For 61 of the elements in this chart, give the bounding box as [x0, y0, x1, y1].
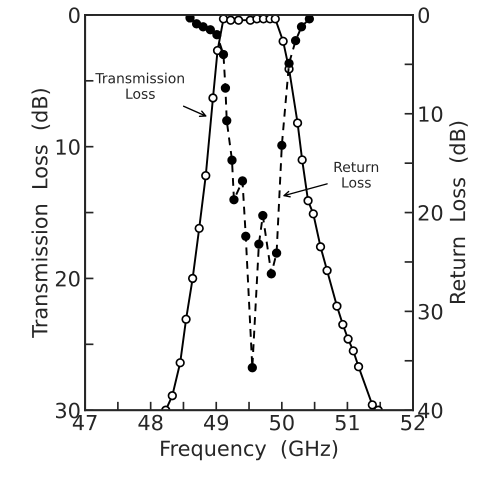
- point: [332, 301, 342, 311]
- x-tick-label: 50: [270, 414, 294, 430]
- point: [272, 248, 282, 258]
- point: [298, 155, 307, 165]
- y-tick-label: 0: [69, 7, 80, 24]
- y-axis-title: Transmission Loss (dB): [31, 89, 50, 338]
- point: [206, 25, 215, 34]
- x-tick-label: 48: [138, 414, 162, 430]
- point: [296, 22, 306, 32]
- point: [220, 83, 230, 93]
- annotation: Transmission Loss: [95, 72, 184, 99]
- point: [303, 196, 313, 206]
- y2-tick-label: 30: [418, 304, 442, 320]
- x-axis-title: Frequency (GHz): [161, 440, 338, 460]
- point: [368, 400, 377, 410]
- point: [322, 266, 332, 276]
- point: [248, 363, 257, 372]
- point: [266, 269, 276, 278]
- point: [290, 36, 300, 46]
- point: [194, 224, 204, 234]
- x-tick-label: 51: [336, 414, 359, 430]
- point: [338, 320, 348, 330]
- y2-tick-label: 0: [418, 7, 430, 24]
- point: [238, 176, 248, 186]
- point: [222, 116, 232, 126]
- point: [354, 362, 364, 372]
- x-tick-label: 49: [204, 414, 228, 430]
- point: [316, 242, 326, 252]
- point: [258, 210, 268, 220]
- point: [292, 118, 302, 128]
- point: [198, 22, 208, 32]
- point: [278, 36, 288, 46]
- point: [229, 195, 239, 204]
- point: [270, 14, 280, 24]
- point: [188, 274, 198, 284]
- point: [185, 14, 195, 23]
- y-tick-label: 10: [56, 139, 80, 155]
- point: [208, 93, 218, 103]
- point: [241, 232, 250, 241]
- point: [348, 346, 358, 356]
- point: [201, 171, 210, 180]
- point: [284, 58, 294, 68]
- point: [212, 30, 222, 40]
- point: [176, 358, 185, 368]
- point: [343, 334, 353, 344]
- y-tick-label: 20: [56, 270, 80, 287]
- point: [277, 140, 286, 150]
- point: [227, 156, 237, 165]
- y2-axis-title: Return Loss (dB): [449, 122, 468, 304]
- point: [234, 16, 244, 25]
- point: [168, 391, 177, 400]
- annotation: Return Loss: [334, 162, 378, 188]
- point: [218, 50, 228, 60]
- point: [304, 14, 314, 24]
- point: [308, 209, 318, 219]
- y2-tick-label: 20: [418, 205, 442, 221]
- y2-tick-label: 10: [419, 106, 442, 122]
- point: [254, 240, 264, 249]
- point: [181, 314, 191, 324]
- point: [192, 19, 202, 28]
- point: [226, 16, 236, 25]
